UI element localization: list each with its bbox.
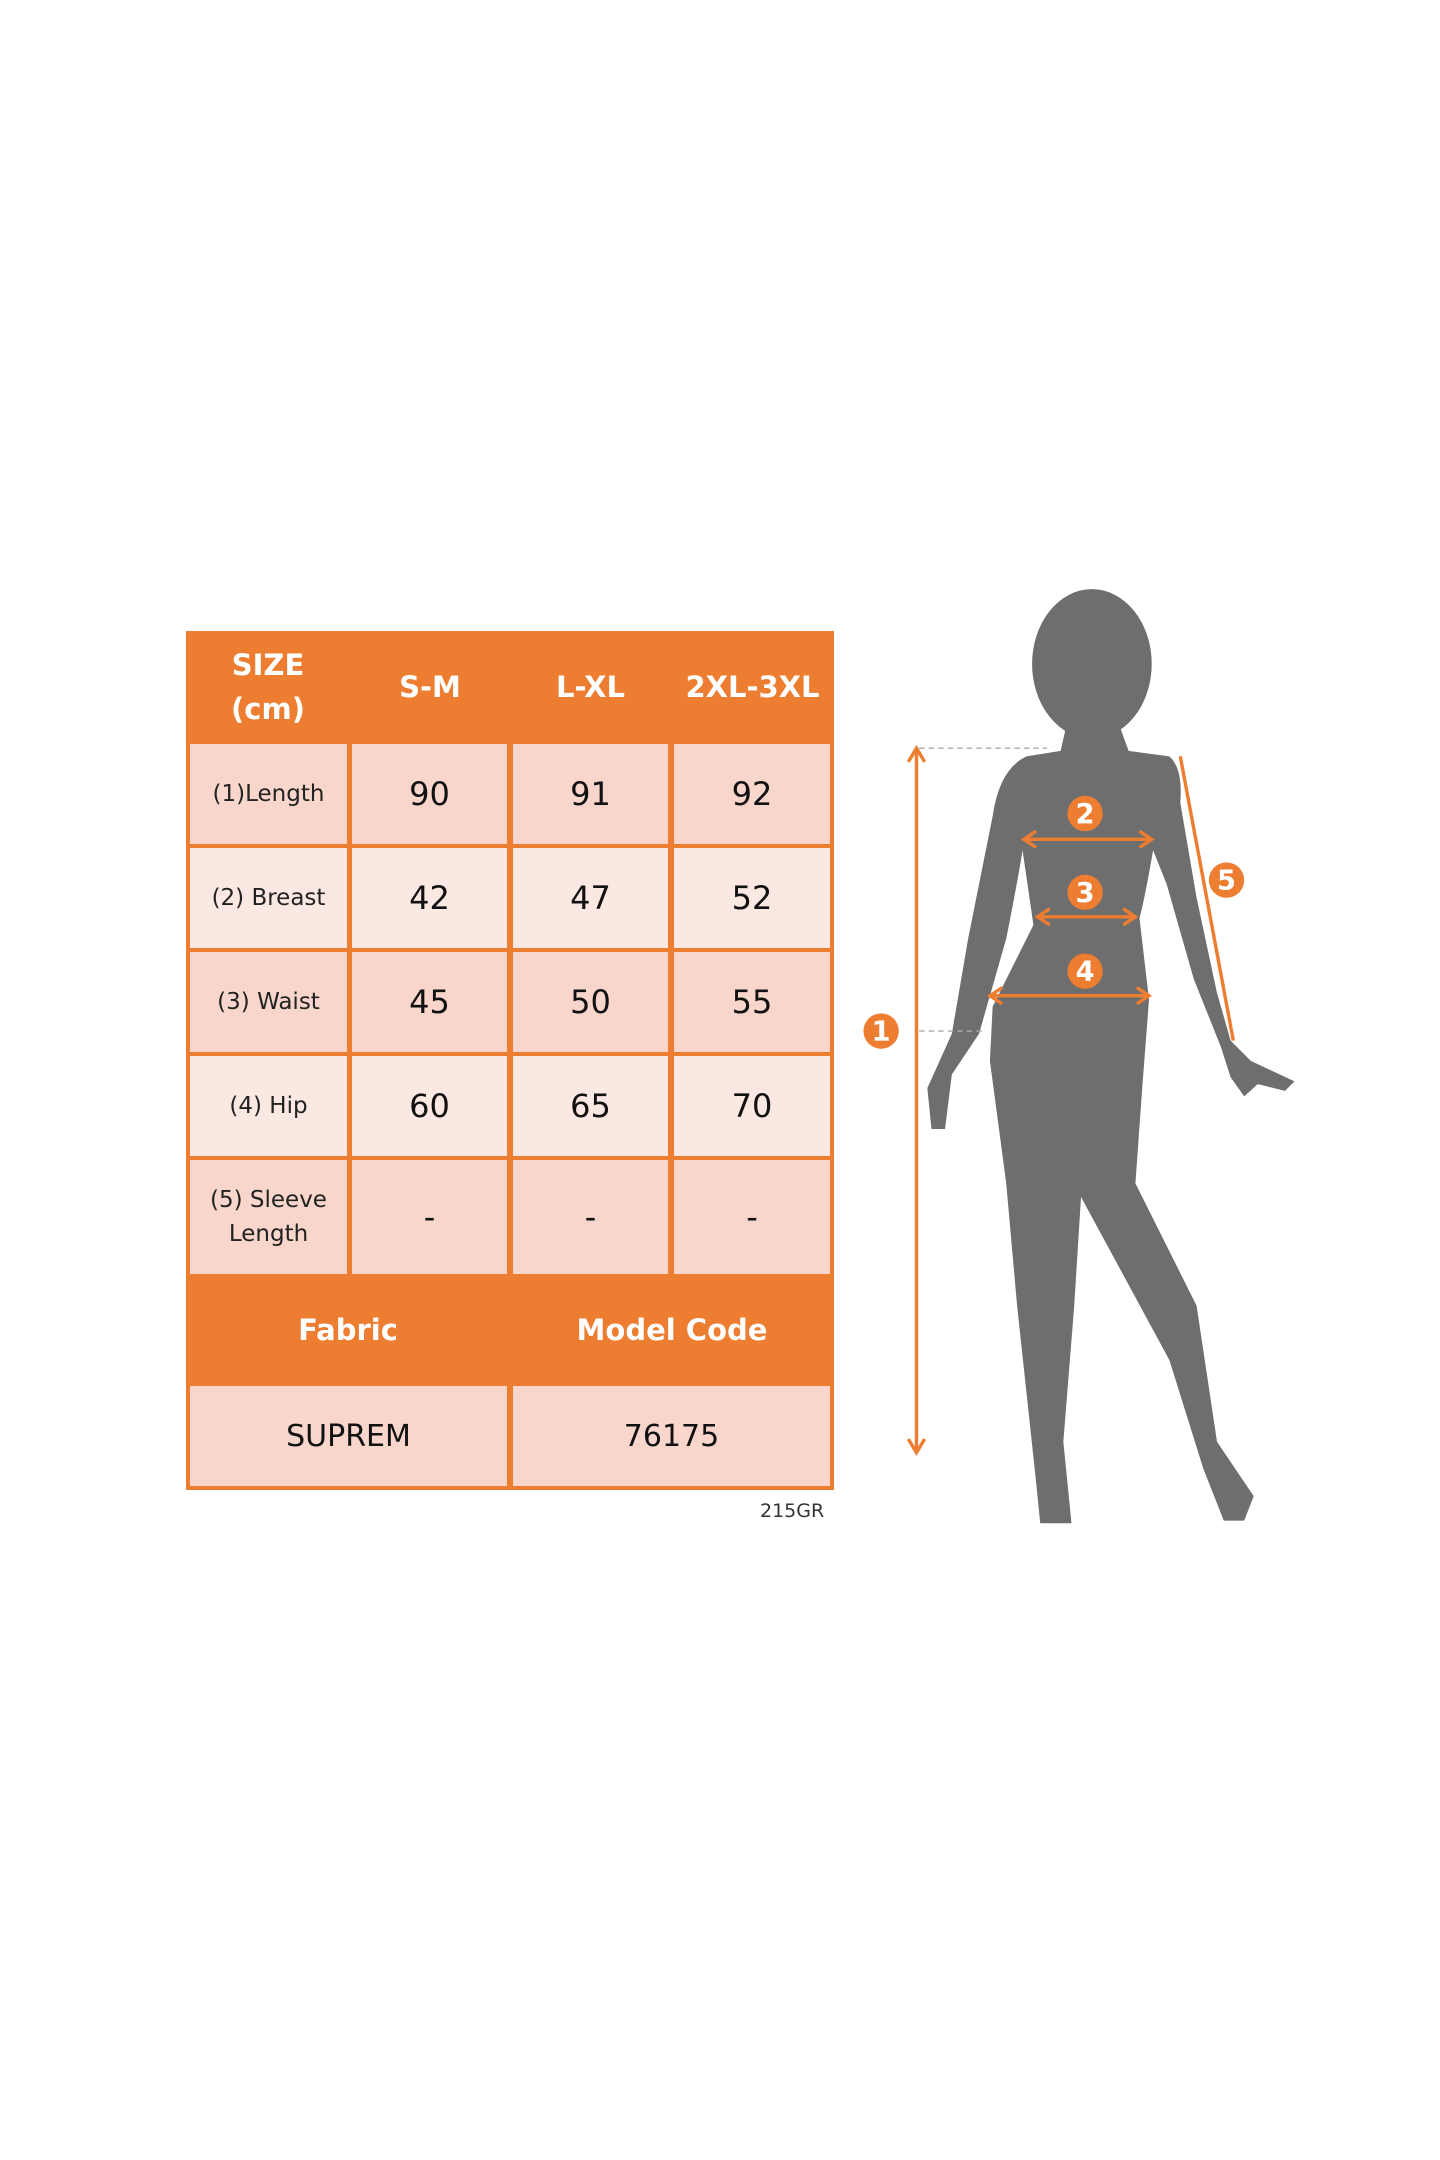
table-cell: 90 (352, 744, 507, 844)
hip-arrowheads (986, 986, 1153, 1006)
header-2xl-3xl: 2XL-3XL (685, 669, 820, 704)
row-label-line: Length (228, 1221, 309, 1247)
marker-label: 1 (872, 1017, 891, 1048)
marker-3: 3 (1067, 874, 1103, 911)
table-cell: 65 (513, 1056, 668, 1156)
marker-label: 5 (1217, 866, 1236, 897)
marker-2: 2 (1067, 795, 1103, 832)
footer-header-fabric: Fabric (298, 1313, 398, 1347)
marker-label: 3 (1076, 878, 1095, 909)
row-label-sleeve-length: (5) Sleeve Length (190, 1160, 347, 1274)
row-label-line: (5) Sleeve (210, 1187, 327, 1213)
marker-5: 5 (1208, 862, 1245, 898)
row-label-waist: (3) Waist (190, 952, 347, 1052)
product-code-tag: 215GR (760, 1500, 825, 1522)
model-code-value: 76175 (513, 1386, 830, 1486)
guide-lines (919, 747, 1048, 1032)
table-cell: - (674, 1160, 830, 1274)
length-arrowheads (906, 744, 927, 1456)
table-cell: - (513, 1160, 668, 1274)
waist-arrowheads (1034, 907, 1139, 927)
fabric-value: SUPREM (190, 1386, 507, 1486)
measurement-lines (906, 744, 1235, 1456)
marker-1: 1 (863, 1013, 899, 1049)
header-size-label: SIZE (231, 647, 305, 682)
header-s-m: S-M (399, 669, 461, 704)
table-cell: 52 (674, 848, 830, 948)
table-cell: 55 (674, 952, 830, 1052)
row-label-hip: (4) Hip (190, 1056, 347, 1156)
silhouette-body (927, 721, 1295, 1524)
header-size-cm: SIZE (cm) (186, 631, 350, 742)
header-l-xl: L-XL (556, 669, 625, 704)
row-label-breast: (2) Breast (190, 848, 347, 948)
table-cell: 70 (674, 1056, 830, 1156)
marker-4: 4 (1067, 953, 1103, 989)
table-cell: 45 (352, 952, 507, 1052)
marker-label: 4 (1076, 957, 1095, 988)
table-cell: 91 (513, 744, 668, 844)
silhouette-head (1032, 589, 1152, 739)
table-cell: 42 (352, 848, 507, 948)
sleeve-arrow (1178, 756, 1235, 1041)
footer-header-model-code: Model Code (576, 1313, 768, 1347)
header-unit-label: (cm) (231, 691, 305, 726)
silhouette (927, 589, 1295, 1524)
marker-label: 2 (1076, 799, 1095, 830)
size-chart-table: SIZE (cm) S-M L-XL 2XL-3XL (1)Length 90 … (186, 631, 834, 1490)
row-label-length: (1)Length (190, 744, 347, 844)
table-cell: 50 (513, 952, 668, 1052)
table-cell: - (352, 1160, 507, 1274)
table-cell: 47 (513, 848, 668, 948)
breast-arrowheads (1020, 829, 1155, 849)
table-cell: 92 (674, 744, 830, 844)
table-cell: 60 (352, 1056, 507, 1156)
